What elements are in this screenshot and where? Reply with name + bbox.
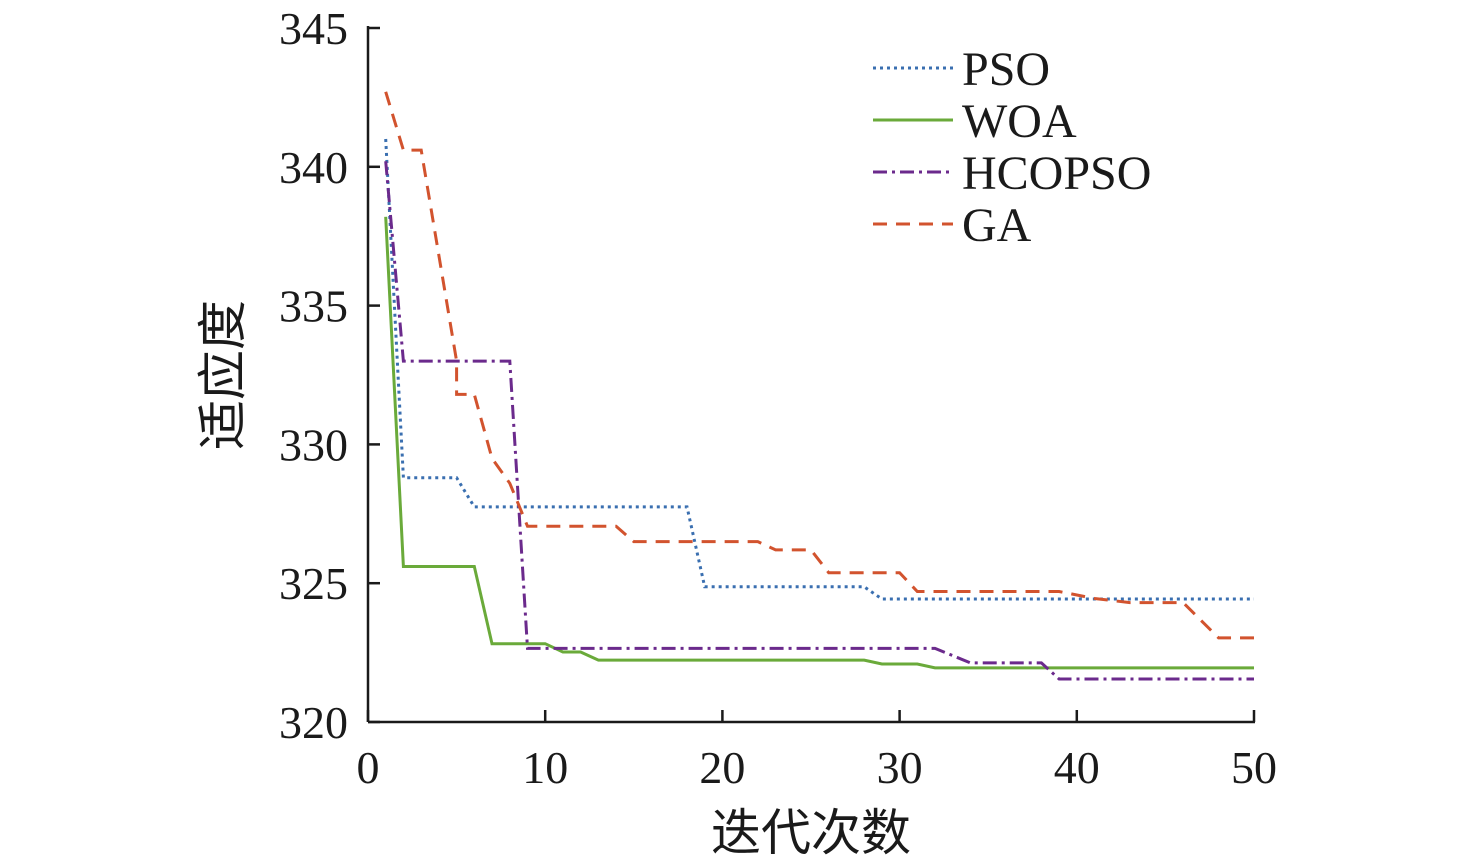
x-axis-label: 迭代次数 (711, 805, 911, 861)
y-tick-label: 340 (279, 142, 348, 193)
y-tick-label: 320 (279, 697, 348, 748)
y-tick-label: 330 (279, 419, 348, 470)
x-tick-label: 20 (699, 742, 745, 793)
legend-label: GA (962, 199, 1032, 252)
y-tick-label: 325 (279, 558, 348, 609)
legend-label: HCOPSO (962, 147, 1151, 200)
legend-label: WOA (962, 95, 1077, 148)
y-tick-label: 335 (279, 281, 348, 332)
series-lines (384, 91, 1254, 681)
axes: 0 10 20 30 40 50 320 325 330 335 340 345 (279, 3, 1277, 793)
x-tick-label: 50 (1231, 742, 1277, 793)
y-tick-label: 345 (279, 3, 348, 54)
series-line-hcopso (384, 161, 1254, 681)
series-line-ga (384, 91, 1254, 640)
x-tick-label: 40 (1054, 742, 1100, 793)
x-tick-label: 30 (877, 742, 923, 793)
x-tick-label: 0 (357, 742, 380, 793)
x-tick-label: 10 (522, 742, 568, 793)
series-line-woa (384, 216, 1254, 670)
legend-label: PSO (962, 43, 1050, 96)
y-axis-label: 适应度 (195, 300, 251, 450)
series-line-pso (384, 138, 1254, 601)
